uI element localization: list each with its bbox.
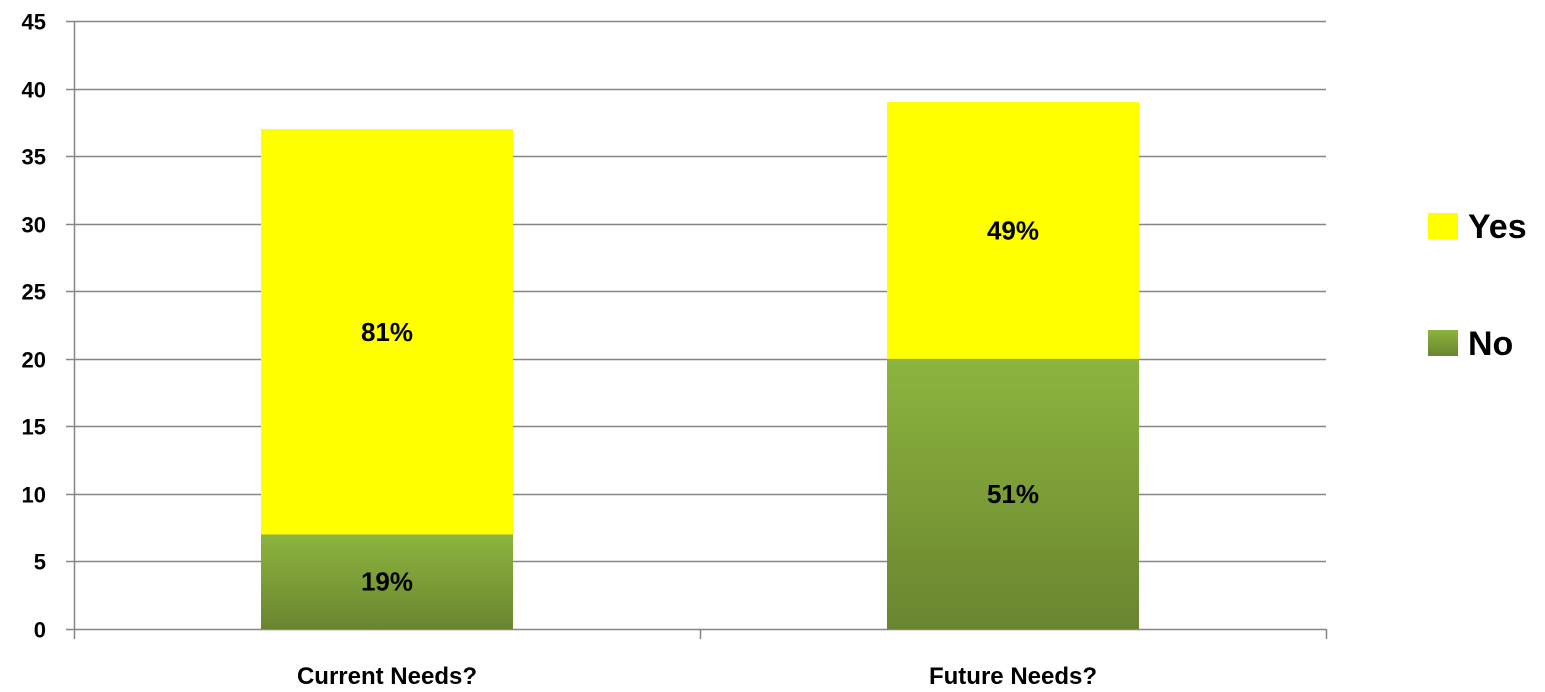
x-category-label: Current Needs? — [297, 663, 477, 690]
bar-segment-yes — [887, 102, 1139, 359]
bars — [261, 102, 1139, 629]
axes: 0 5 10 15 20 25 30 35 40 45 Current Needs? Future N… — [22, 10, 1328, 690]
y-tick-label: 5 — [34, 550, 46, 575]
y-tick-label: 15 — [22, 415, 46, 440]
legend-item-yes: Yes — [1428, 208, 1527, 246]
legend-item-no: No — [1428, 325, 1513, 363]
data-labels: 19% 81% 51% 49% — [361, 215, 1039, 596]
y-tick-label: 25 — [22, 280, 46, 305]
data-label-yes: 49% — [987, 215, 1039, 245]
data-label-yes: 81% — [361, 317, 413, 347]
legend: Yes No — [1428, 208, 1527, 363]
y-tick-label: 20 — [22, 348, 46, 373]
y-tick-label: 40 — [22, 78, 46, 103]
legend-label-yes: Yes — [1468, 208, 1527, 246]
x-category-label: Future Needs? — [929, 663, 1097, 690]
y-tick-label: 10 — [22, 483, 46, 508]
bar-segment-no — [261, 534, 513, 629]
bar-segment-no — [887, 358, 1139, 629]
legend-label-no: No — [1468, 325, 1513, 363]
y-tick-label: 30 — [22, 213, 46, 238]
y-tick-label: 0 — [34, 618, 46, 643]
data-label-no: 19% — [361, 567, 413, 597]
legend-swatch-no — [1428, 330, 1458, 356]
data-label-no: 51% — [987, 479, 1039, 509]
y-tick-label: 35 — [22, 145, 46, 170]
legend-swatch-yes — [1428, 213, 1458, 239]
bar-segment-yes — [261, 129, 513, 535]
y-tick-label: 45 — [22, 10, 46, 35]
